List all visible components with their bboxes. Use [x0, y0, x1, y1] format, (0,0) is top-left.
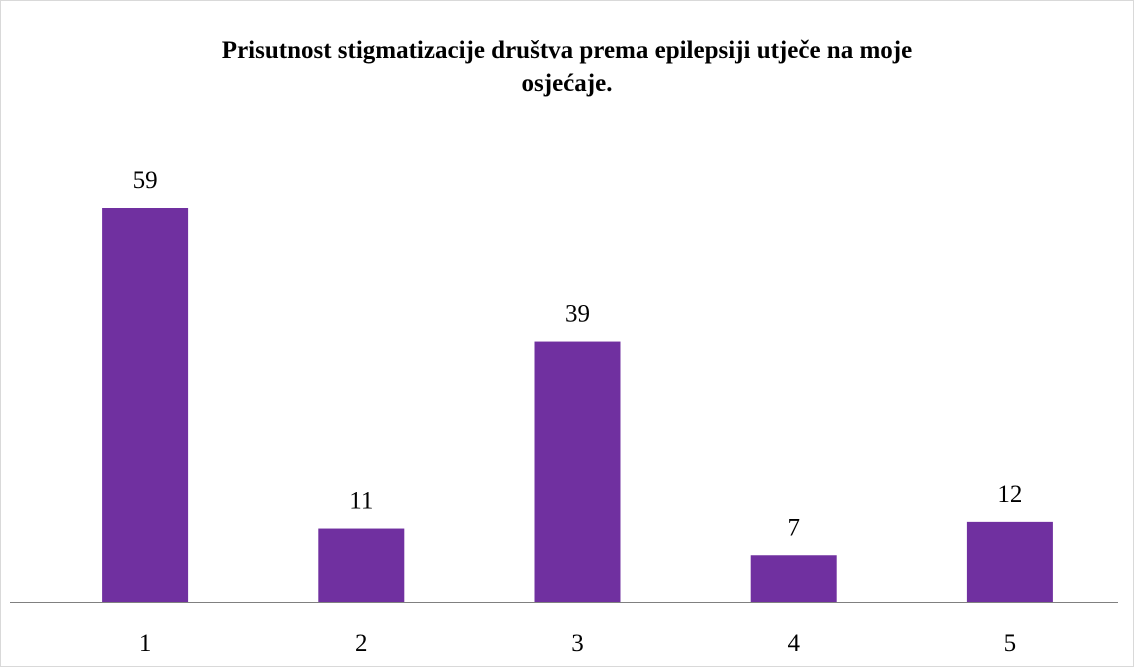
x-tick-label: 4: [787, 630, 800, 657]
data-label: 12: [997, 481, 1022, 508]
bar: [102, 208, 189, 602]
bar: [318, 528, 405, 602]
bar: [534, 341, 621, 602]
data-label: 7: [787, 514, 800, 541]
data-label: 39: [565, 301, 590, 328]
bar: [750, 555, 837, 602]
x-tick-label: 5: [1004, 630, 1017, 657]
data-label: 11: [349, 488, 373, 515]
bar: [966, 521, 1053, 602]
x-tick-label: 2: [355, 630, 368, 657]
x-tick-label: 1: [139, 630, 152, 657]
x-tick-label: 3: [571, 630, 584, 657]
data-label: 59: [133, 167, 158, 194]
chart-title: Prisutnost stigmatizacije društva prema …: [221, 37, 913, 97]
